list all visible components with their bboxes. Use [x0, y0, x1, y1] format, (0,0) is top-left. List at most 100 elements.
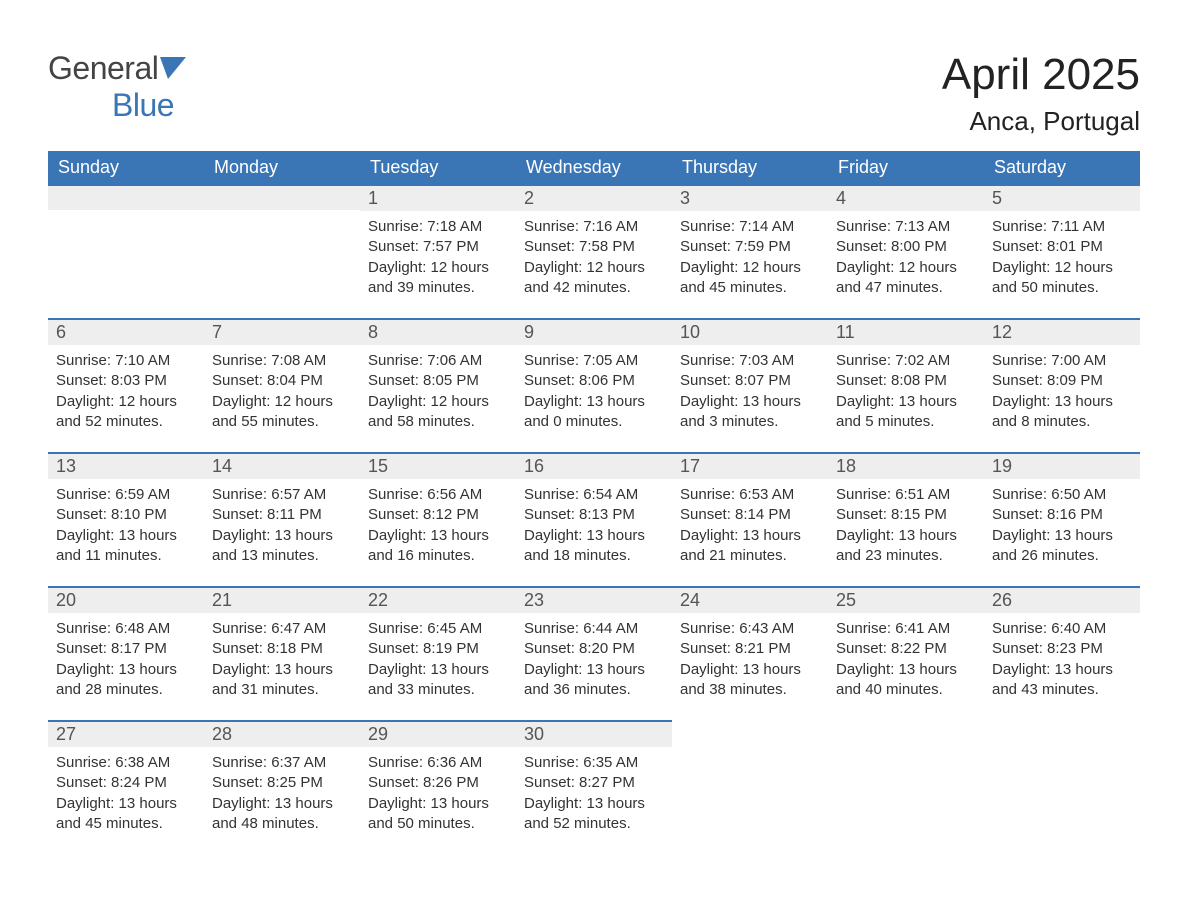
sunrise-text: Sunrise: 6:37 AM — [212, 753, 352, 773]
daylight-line1: Daylight: 12 hours — [212, 392, 352, 412]
calendar-cell: 9Sunrise: 7:05 AMSunset: 8:06 PMDaylight… — [516, 318, 672, 452]
sunset-text: Sunset: 8:27 PM — [524, 773, 664, 793]
day-data: Sunrise: 6:45 AMSunset: 8:19 PMDaylight:… — [360, 613, 516, 708]
logo: General Blue — [48, 50, 186, 124]
daylight-line2: and 21 minutes. — [680, 546, 820, 566]
calendar-week-row: 6Sunrise: 7:10 AMSunset: 8:03 PMDaylight… — [48, 318, 1140, 452]
daylight-line1: Daylight: 13 hours — [212, 794, 352, 814]
daylight-line1: Daylight: 12 hours — [56, 392, 196, 412]
sunrise-text: Sunrise: 6:35 AM — [524, 753, 664, 773]
day-number: 3 — [672, 184, 828, 211]
weekday-header: Sunday — [48, 151, 204, 184]
calendar-cell: 5Sunrise: 7:11 AMSunset: 8:01 PMDaylight… — [984, 184, 1140, 318]
day-data: Sunrise: 7:06 AMSunset: 8:05 PMDaylight:… — [360, 345, 516, 440]
daylight-line1: Daylight: 13 hours — [992, 526, 1132, 546]
sunrise-text: Sunrise: 7:14 AM — [680, 217, 820, 237]
flag-icon — [160, 57, 186, 79]
daylight-line1: Daylight: 13 hours — [212, 660, 352, 680]
sunset-text: Sunset: 8:11 PM — [212, 505, 352, 525]
calendar-cell: 10Sunrise: 7:03 AMSunset: 8:07 PMDayligh… — [672, 318, 828, 452]
daylight-line2: and 39 minutes. — [368, 278, 508, 298]
daylight-line2: and 26 minutes. — [992, 546, 1132, 566]
daylight-line2: and 50 minutes. — [992, 278, 1132, 298]
day-number: 27 — [48, 720, 204, 747]
daylight-line2: and 31 minutes. — [212, 680, 352, 700]
sunset-text: Sunset: 8:05 PM — [368, 371, 508, 391]
day-data: Sunrise: 7:05 AMSunset: 8:06 PMDaylight:… — [516, 345, 672, 440]
weekday-header: Tuesday — [360, 151, 516, 184]
calendar-week-row: 13Sunrise: 6:59 AMSunset: 8:10 PMDayligh… — [48, 452, 1140, 586]
calendar-cell: 28Sunrise: 6:37 AMSunset: 8:25 PMDayligh… — [204, 720, 360, 854]
daylight-line2: and 11 minutes. — [56, 546, 196, 566]
title-block: April 2025 Anca, Portugal — [942, 50, 1140, 137]
sunset-text: Sunset: 8:20 PM — [524, 639, 664, 659]
sunset-text: Sunset: 7:58 PM — [524, 237, 664, 257]
daylight-line2: and 55 minutes. — [212, 412, 352, 432]
weekday-header: Monday — [204, 151, 360, 184]
day-data: Sunrise: 7:16 AMSunset: 7:58 PMDaylight:… — [516, 211, 672, 306]
calendar-cell: 25Sunrise: 6:41 AMSunset: 8:22 PMDayligh… — [828, 586, 984, 720]
sunrise-text: Sunrise: 7:11 AM — [992, 217, 1132, 237]
calendar-cell: 26Sunrise: 6:40 AMSunset: 8:23 PMDayligh… — [984, 586, 1140, 720]
day-number: 17 — [672, 452, 828, 479]
calendar-week-row: 20Sunrise: 6:48 AMSunset: 8:17 PMDayligh… — [48, 586, 1140, 720]
day-data: Sunrise: 6:41 AMSunset: 8:22 PMDaylight:… — [828, 613, 984, 708]
sunset-text: Sunset: 8:10 PM — [56, 505, 196, 525]
day-data: Sunrise: 7:08 AMSunset: 8:04 PMDaylight:… — [204, 345, 360, 440]
day-data: Sunrise: 6:38 AMSunset: 8:24 PMDaylight:… — [48, 747, 204, 842]
day-number: 4 — [828, 184, 984, 211]
day-number: 18 — [828, 452, 984, 479]
sunset-text: Sunset: 8:14 PM — [680, 505, 820, 525]
day-number: 19 — [984, 452, 1140, 479]
daylight-line2: and 47 minutes. — [836, 278, 976, 298]
logo-text: General Blue — [48, 50, 186, 124]
sunrise-text: Sunrise: 7:13 AM — [836, 217, 976, 237]
day-data: Sunrise: 7:00 AMSunset: 8:09 PMDaylight:… — [984, 345, 1140, 440]
sunrise-text: Sunrise: 7:10 AM — [56, 351, 196, 371]
daylight-line2: and 5 minutes. — [836, 412, 976, 432]
logo-word2: Blue — [112, 87, 174, 123]
calendar-cell: 7Sunrise: 7:08 AMSunset: 8:04 PMDaylight… — [204, 318, 360, 452]
day-data: Sunrise: 6:53 AMSunset: 8:14 PMDaylight:… — [672, 479, 828, 574]
sunrise-text: Sunrise: 7:03 AM — [680, 351, 820, 371]
calendar-cell: 4Sunrise: 7:13 AMSunset: 8:00 PMDaylight… — [828, 184, 984, 318]
day-data: Sunrise: 6:50 AMSunset: 8:16 PMDaylight:… — [984, 479, 1140, 574]
day-number: 5 — [984, 184, 1140, 211]
daylight-line2: and 38 minutes. — [680, 680, 820, 700]
day-data: Sunrise: 6:40 AMSunset: 8:23 PMDaylight:… — [984, 613, 1140, 708]
daylight-line1: Daylight: 13 hours — [836, 526, 976, 546]
sunrise-text: Sunrise: 7:06 AM — [368, 351, 508, 371]
day-number: 25 — [828, 586, 984, 613]
daylight-line1: Daylight: 13 hours — [992, 660, 1132, 680]
day-number: 12 — [984, 318, 1140, 345]
daylight-line1: Daylight: 13 hours — [680, 392, 820, 412]
sunset-text: Sunset: 8:12 PM — [368, 505, 508, 525]
daylight-line1: Daylight: 12 hours — [992, 258, 1132, 278]
day-number: 16 — [516, 452, 672, 479]
day-data: Sunrise: 6:35 AMSunset: 8:27 PMDaylight:… — [516, 747, 672, 842]
daylight-line1: Daylight: 12 hours — [368, 258, 508, 278]
daylight-line2: and 3 minutes. — [680, 412, 820, 432]
day-number: 20 — [48, 586, 204, 613]
daylight-line1: Daylight: 13 hours — [836, 660, 976, 680]
sunset-text: Sunset: 8:04 PM — [212, 371, 352, 391]
daylight-line1: Daylight: 13 hours — [524, 794, 664, 814]
daylight-line2: and 36 minutes. — [524, 680, 664, 700]
weekday-header: Wednesday — [516, 151, 672, 184]
calendar-cell: 8Sunrise: 7:06 AMSunset: 8:05 PMDaylight… — [360, 318, 516, 452]
weekday-header: Friday — [828, 151, 984, 184]
sunset-text: Sunset: 8:21 PM — [680, 639, 820, 659]
sunrise-text: Sunrise: 6:50 AM — [992, 485, 1132, 505]
day-data: Sunrise: 6:54 AMSunset: 8:13 PMDaylight:… — [516, 479, 672, 574]
daylight-line1: Daylight: 12 hours — [524, 258, 664, 278]
day-data: Sunrise: 7:13 AMSunset: 8:00 PMDaylight:… — [828, 211, 984, 306]
day-number: 14 — [204, 452, 360, 479]
day-data: Sunrise: 7:18 AMSunset: 7:57 PMDaylight:… — [360, 211, 516, 306]
daylight-line1: Daylight: 13 hours — [836, 392, 976, 412]
calendar-cell: 2Sunrise: 7:16 AMSunset: 7:58 PMDaylight… — [516, 184, 672, 318]
day-data: Sunrise: 6:57 AMSunset: 8:11 PMDaylight:… — [204, 479, 360, 574]
calendar-cell — [828, 720, 984, 854]
daylight-line1: Daylight: 13 hours — [680, 526, 820, 546]
calendar-cell — [984, 720, 1140, 854]
daylight-line2: and 18 minutes. — [524, 546, 664, 566]
